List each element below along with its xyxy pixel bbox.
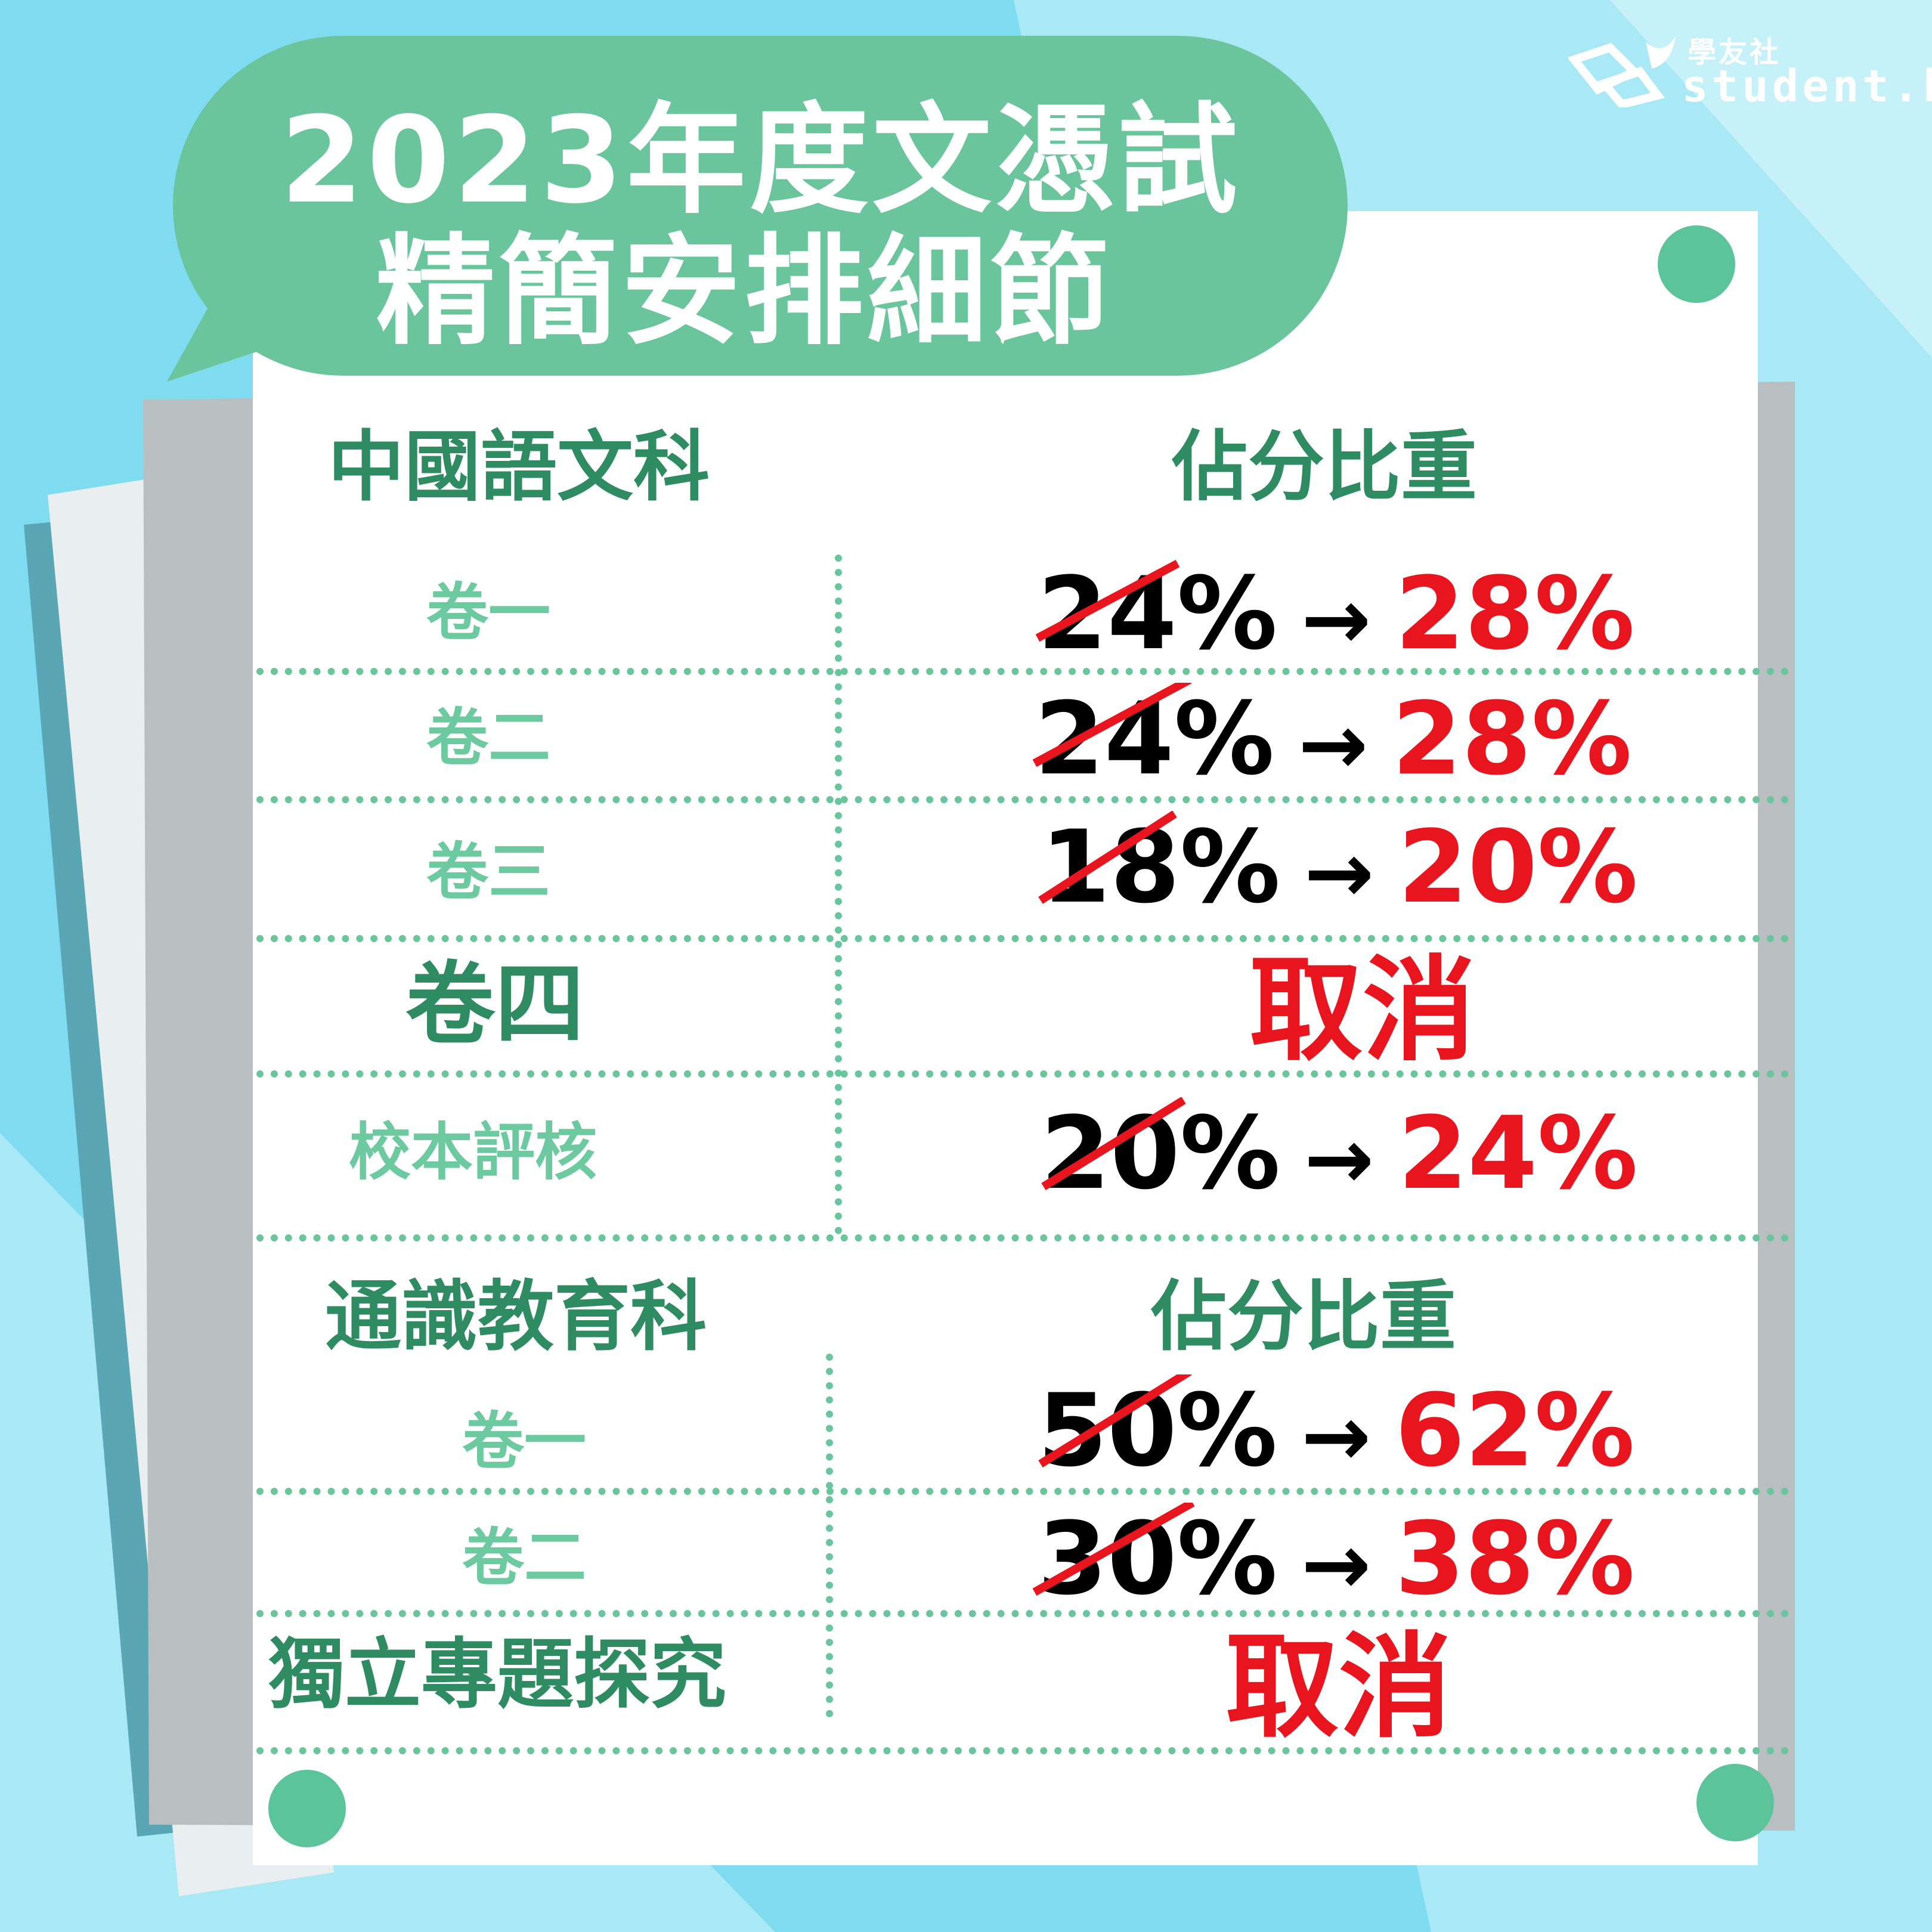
strike-through-icon — [1038, 811, 1177, 904]
arrow-icon: → — [1301, 571, 1371, 668]
ls-row-label: 獨立專題探究 — [268, 1630, 727, 1719]
new-weight: 24% — [1398, 1095, 1638, 1212]
paper-sheet — [253, 211, 1758, 1865]
ls-row-label: 卷二 — [462, 1521, 587, 1594]
chinese-row-label: 卷二 — [426, 701, 551, 774]
ls-column-divider — [826, 1354, 833, 1717]
chinese-column-divider — [835, 555, 842, 1234]
logo-mark-icon — [1568, 36, 1676, 107]
chinese-row-value: 18% → 20% — [1038, 811, 1638, 917]
arrow-icon: → — [1301, 1388, 1371, 1485]
ls-row-label: 卷一 — [462, 1405, 587, 1478]
arrow-icon: → — [1301, 1516, 1371, 1614]
title-line-2: 精簡安排細節 — [376, 222, 1113, 361]
student-hk-logo: 學友社 student.hk — [1562, 24, 1932, 113]
chinese-row-value: 24% → 28% — [1035, 559, 1635, 664]
row-divider — [256, 668, 1789, 675]
strike-through-icon — [1032, 1503, 1195, 1596]
new-weight: 38% — [1395, 1500, 1635, 1617]
logo-chinese-text: 學友社 — [1688, 36, 1781, 69]
strike-through-icon — [1035, 559, 1180, 642]
chinese-row-label: 卷三 — [426, 835, 551, 908]
chinese-weight-header: 佔分比重 — [1172, 423, 1478, 512]
strike-through-icon — [1038, 1374, 1192, 1467]
cancelled-label: 取消 — [1225, 1621, 1453, 1753]
row-divider — [256, 796, 1789, 803]
arrow-icon: → — [1298, 696, 1368, 794]
title-bubble — [173, 36, 1348, 376]
ls-row-value: 30% → 38% — [1032, 1503, 1635, 1609]
pin-bottom-left-icon — [268, 1770, 346, 1847]
row-divider — [256, 935, 1789, 942]
cancelled-label: 取消 — [1249, 945, 1476, 1076]
strike-through-icon — [1032, 683, 1192, 767]
row-divider — [256, 1488, 1789, 1495]
new-weight: 62% — [1395, 1372, 1635, 1489]
pin-bottom-right-icon — [1696, 1764, 1774, 1841]
section-divider — [256, 1747, 1789, 1754]
title-line-1: 2023年度文憑試 — [280, 91, 1241, 230]
chinese-row-label: 卷一 — [426, 576, 551, 649]
arrow-icon: → — [1304, 1111, 1374, 1208]
arrow-icon: → — [1304, 825, 1374, 922]
chinese-row-label: 校本評核 — [349, 1116, 597, 1188]
ls-weight-header: 佔分比重 — [1151, 1272, 1457, 1361]
old-weight: 24% — [1032, 683, 1274, 789]
logo-english-text: student.hk — [1682, 61, 1932, 112]
old-weight: 20% — [1041, 1097, 1280, 1203]
old-weight: 50% — [1038, 1374, 1277, 1481]
old-weight: 24% — [1035, 559, 1277, 664]
ls-subject-header: 通識教育科 — [325, 1272, 707, 1361]
new-weight: 20% — [1398, 809, 1638, 925]
pin-top-right-icon — [1658, 225, 1735, 303]
section-divider — [256, 1234, 1789, 1241]
strike-through-icon — [1041, 1097, 1186, 1190]
row-divider — [256, 1070, 1789, 1078]
old-weight: 18% — [1038, 811, 1280, 917]
chinese-row-value: 20% → 24% — [1041, 1097, 1638, 1203]
ls-row-value: 50% → 62% — [1038, 1374, 1635, 1481]
chinese-subject-header: 中國語文科 — [328, 423, 710, 512]
old-weight: 30% — [1032, 1503, 1277, 1609]
chinese-row-label: 卷四 — [405, 953, 585, 1057]
new-weight: 28% — [1395, 555, 1635, 672]
row-divider — [256, 1610, 1789, 1617]
chinese-row-value: 24% → 28% — [1032, 683, 1632, 789]
new-weight: 28% — [1392, 680, 1632, 797]
